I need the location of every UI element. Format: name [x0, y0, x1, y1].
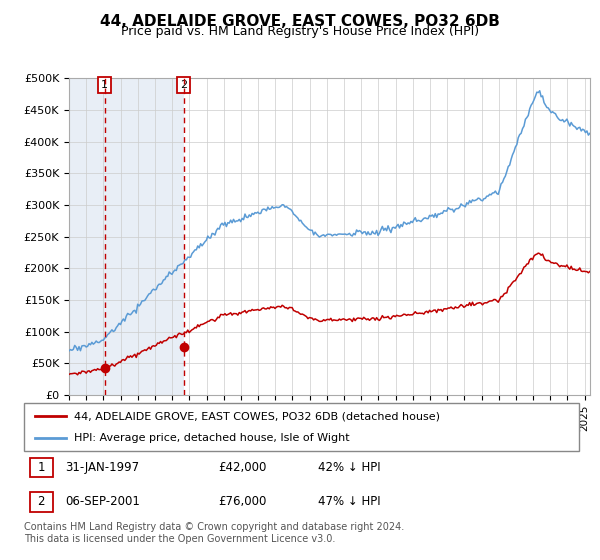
Text: 44, ADELAIDE GROVE, EAST COWES, PO32 6DB (detached house): 44, ADELAIDE GROVE, EAST COWES, PO32 6DB… — [74, 411, 440, 421]
Text: 1: 1 — [101, 80, 108, 90]
FancyBboxPatch shape — [24, 403, 579, 451]
Text: 2: 2 — [180, 80, 187, 90]
Text: 47% ↓ HPI: 47% ↓ HPI — [318, 496, 381, 508]
FancyBboxPatch shape — [29, 492, 53, 512]
Text: 42% ↓ HPI: 42% ↓ HPI — [318, 461, 381, 474]
Text: 44, ADELAIDE GROVE, EAST COWES, PO32 6DB: 44, ADELAIDE GROVE, EAST COWES, PO32 6DB — [100, 14, 500, 29]
Text: 06-SEP-2001: 06-SEP-2001 — [65, 496, 140, 508]
Text: £76,000: £76,000 — [218, 496, 266, 508]
FancyBboxPatch shape — [29, 458, 53, 478]
Bar — [105, 78, 184, 395]
Text: 2: 2 — [37, 496, 45, 508]
Text: 31-JAN-1997: 31-JAN-1997 — [65, 461, 140, 474]
Text: HPI: Average price, detached house, Isle of Wight: HPI: Average price, detached house, Isle… — [74, 433, 350, 443]
Text: Price paid vs. HM Land Registry's House Price Index (HPI): Price paid vs. HM Land Registry's House … — [121, 25, 479, 38]
Text: £42,000: £42,000 — [218, 461, 266, 474]
Text: Contains HM Land Registry data © Crown copyright and database right 2024.
This d: Contains HM Land Registry data © Crown c… — [24, 522, 404, 544]
Bar — [69, 78, 105, 395]
Text: 1: 1 — [37, 461, 45, 474]
